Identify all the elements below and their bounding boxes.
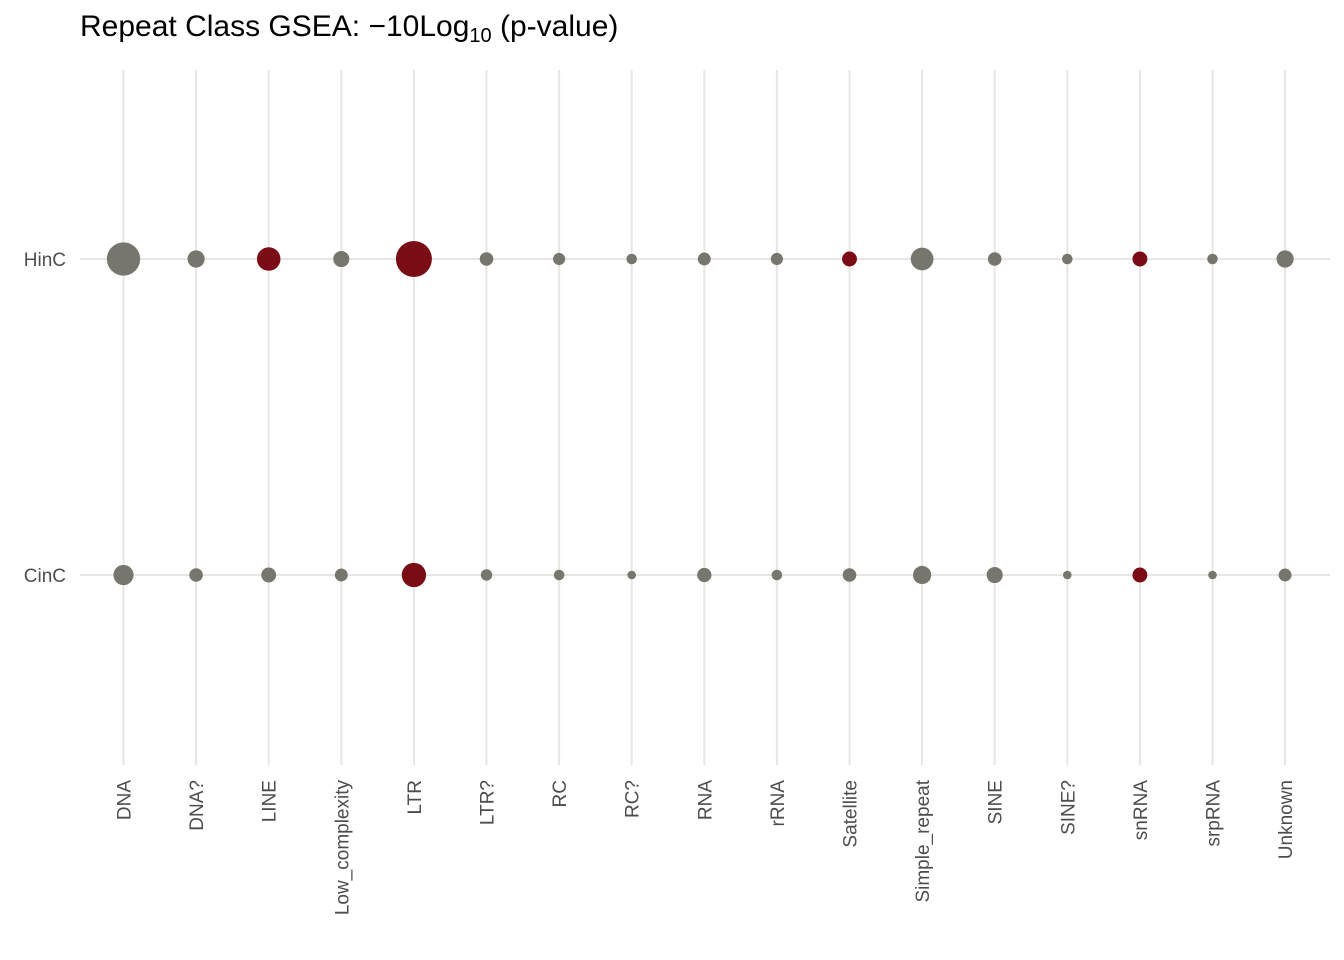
x-tick-label-5: LTR? xyxy=(478,780,499,825)
x-tick-label-15: srpRNA xyxy=(1204,780,1225,847)
x-tick-label-7: RC? xyxy=(623,780,644,818)
point-cinc-dna-1 xyxy=(189,568,203,582)
point-cinc-rrna-9 xyxy=(771,569,783,581)
point-cinc-srprna-15 xyxy=(1208,570,1217,580)
point-cinc-rc-6 xyxy=(553,569,565,581)
point-cinc-ltr-5 xyxy=(480,569,493,581)
point-hinc-rc-7 xyxy=(626,253,637,265)
x-tick-label-2: LINE xyxy=(260,780,281,822)
point-cinc-satellite-10 xyxy=(842,568,857,582)
point-hinc-satellite-10 xyxy=(842,251,857,267)
point-hinc-dna-1 xyxy=(187,250,205,268)
x-tick-label-0: DNA xyxy=(115,780,136,820)
point-hinc-simple-repeat-11 xyxy=(910,247,934,271)
chart-title-suffix: (p-value) xyxy=(491,10,619,43)
y-tick-label-hinc: HinC xyxy=(24,250,66,271)
point-hinc-rc-6 xyxy=(553,252,566,266)
point-hinc-rrna-9 xyxy=(770,252,783,266)
point-cinc-dna-0 xyxy=(113,564,134,586)
x-tick-label-12: SINE xyxy=(986,780,1007,824)
point-cinc-low-complexity-3 xyxy=(334,568,348,582)
x-tick-label-14: snRNA xyxy=(1131,780,1152,841)
x-tick-label-4: LTR xyxy=(405,780,426,814)
x-tick-label-6: RC xyxy=(550,780,571,807)
point-hinc-sine-13 xyxy=(1062,253,1073,265)
x-tick-label-9: rRNA xyxy=(768,780,789,827)
point-cinc-ltr-4 xyxy=(401,562,427,588)
x-tick-label-13: SINE? xyxy=(1058,780,1079,835)
grid-lines xyxy=(80,70,1330,765)
x-tick-label-16: Unknown xyxy=(1276,780,1297,859)
point-hinc-srprna-15 xyxy=(1207,253,1218,265)
point-cinc-snrna-14 xyxy=(1132,567,1148,583)
point-hinc-unknown-16 xyxy=(1276,250,1294,268)
chart-title-main: Repeat Class GSEA: −10Log xyxy=(80,10,470,43)
point-hinc-dna-0 xyxy=(106,242,141,276)
point-hinc-line-2 xyxy=(256,247,281,271)
x-tick-label-10: Satellite xyxy=(841,780,862,848)
point-cinc-line-2 xyxy=(261,567,277,583)
x-tick-label-3: Low_complexity xyxy=(332,780,353,916)
point-hinc-ltr-4 xyxy=(395,241,432,277)
point-hinc-ltr-5 xyxy=(479,252,494,266)
chart-title: Repeat Class GSEA: −10Log10 (p-value) xyxy=(80,10,618,48)
point-cinc-rc-7 xyxy=(627,570,636,580)
point-cinc-sine-12 xyxy=(986,566,1003,584)
y-tick-label-cinc: CinC xyxy=(24,566,66,587)
point-hinc-snrna-14 xyxy=(1132,251,1148,267)
data-points xyxy=(106,241,1294,588)
x-tick-label-11: Simple_repeat xyxy=(913,779,934,902)
x-tick-label-1: DNA? xyxy=(187,780,208,831)
point-cinc-rna-8 xyxy=(697,567,712,583)
y-axis-labels: HinC CinC xyxy=(24,250,66,587)
point-cinc-sine-13 xyxy=(1063,570,1072,580)
point-hinc-sine-12 xyxy=(987,252,1002,266)
point-hinc-low-complexity-3 xyxy=(333,250,350,268)
chart-title-subscript: 10 xyxy=(469,25,492,47)
point-cinc-simple-repeat-11 xyxy=(912,565,932,585)
x-axis-labels: DNA DNA? LINE Low_complexity LTR LTR? RC RC? RNA… xyxy=(115,779,1298,915)
point-cinc-unknown-16 xyxy=(1278,568,1292,582)
x-tick-label-8: RNA xyxy=(695,780,716,820)
point-hinc-rna-8 xyxy=(697,252,711,266)
